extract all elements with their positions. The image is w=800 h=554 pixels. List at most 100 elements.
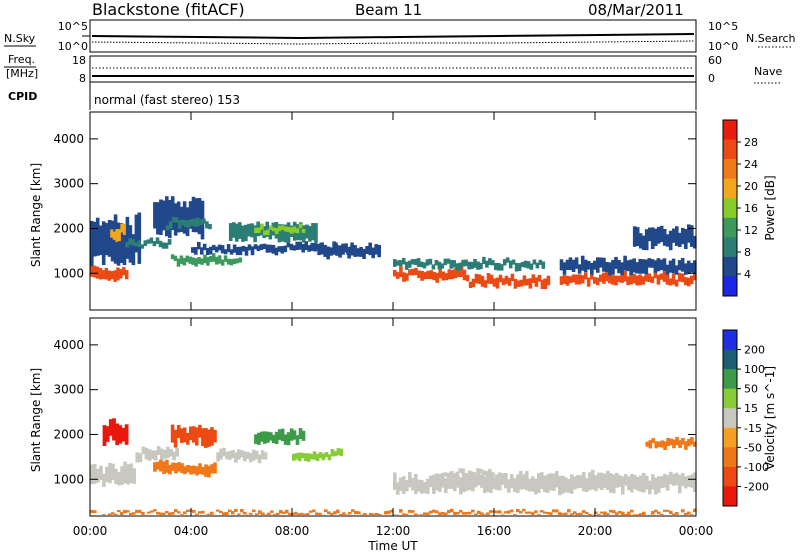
power-band-6-cell [173, 255, 178, 261]
velocity-band-6-cell [280, 428, 285, 442]
power-band-9-cell [283, 226, 288, 232]
velocity-band-11-cell [528, 511, 532, 514]
velocity-band-11-cell [693, 508, 697, 513]
velocity-band-8-cell [672, 474, 676, 486]
power-band-0-cell [101, 270, 106, 280]
velocity-band-8-cell [408, 472, 412, 488]
velocity-band-8-cell [504, 473, 508, 489]
velocity-band-3-cell [173, 429, 178, 448]
power-band-14-cell [562, 274, 567, 284]
velocity-band-11-cell [171, 512, 175, 515]
power-band-15-cell [635, 262, 639, 274]
velocity-band-8-cell [429, 475, 433, 488]
power-band-3-cell [128, 238, 132, 245]
velocity-band-8-cell [630, 474, 634, 493]
velocity-band-11-cell [576, 513, 580, 515]
velocity-band-4-cell [204, 464, 208, 477]
velocity-band-11-cell [354, 511, 358, 515]
velocity-band-11-cell [579, 512, 583, 515]
velocity-band-4-cell [171, 462, 175, 471]
power-band-16-cell [681, 227, 685, 245]
velocity-band-11-cell [525, 511, 529, 514]
velocity-band-11-cell [168, 512, 172, 515]
power-band-11-cell [456, 268, 461, 277]
velocity-band-11-cell [261, 512, 265, 515]
velocity-band-11-cell [687, 511, 691, 515]
power-band-12-cell [431, 264, 436, 270]
velocity-band-11-cell [618, 510, 622, 514]
velocity-band-8-cell [498, 472, 502, 491]
velocity-band-4-cell [198, 463, 202, 474]
velocity-colorbar-cell [723, 349, 737, 370]
velocity-band-7-cell [295, 453, 299, 460]
power-band-12-cell [497, 263, 501, 271]
velocity-band-8-cell [477, 471, 481, 486]
velocity-band-11-cell [489, 510, 493, 513]
power-band-0-cell [92, 265, 97, 278]
power-band-1-cell [93, 221, 97, 257]
velocity-band-1-cell [112, 418, 116, 441]
velocity-band-9-cell [482, 470, 486, 476]
power-band-9-cell [269, 225, 273, 230]
velocity-band-11-cell [666, 509, 670, 512]
velocity-band-11-cell [432, 509, 436, 513]
power-band-3-cell [152, 241, 157, 247]
power-band-11-cell [426, 270, 430, 279]
velocity-band-7-cell [292, 453, 296, 461]
velocity-band-11-cell [273, 513, 277, 515]
velocity-band-11-cell [207, 513, 211, 515]
velocity-band-11-cell [93, 510, 97, 513]
velocity-band-8-cell [636, 476, 640, 491]
power-band-4-cell [159, 199, 163, 235]
power-band-7-cell [197, 241, 201, 250]
power-band-14-cell [668, 278, 673, 286]
velocity-colorbar-tick: 100 [744, 363, 765, 376]
velocity-band-11-cell [540, 510, 544, 513]
power-band-15-cell [683, 263, 688, 275]
velocity-band-9-cell [485, 471, 489, 476]
power-band-5-cell [208, 224, 212, 230]
velocity-band-2-cell [172, 451, 176, 461]
power-band-12-cell [482, 256, 486, 265]
velocity-band-8-cell [516, 474, 520, 493]
power-band-16-cell [678, 232, 682, 247]
velocity-band-8-cell [405, 480, 409, 492]
power-band-9-cell [257, 227, 261, 233]
velocity-band-0-cell [108, 462, 112, 484]
velocity-band-11-cell [120, 512, 124, 515]
power-band-9-cell [274, 228, 279, 235]
power-band-14-cell [614, 275, 618, 286]
velocity-band-1-cell [115, 423, 120, 446]
velocity-band-8-cell [687, 475, 691, 487]
power-band-14-cell [559, 276, 564, 285]
power-band-7-cell [256, 245, 261, 252]
velocity-band-0-cell [111, 463, 115, 481]
power-panel: 1000 2000 3000 4000 Slant Range [km] [29, 111, 697, 311]
velocity-band-11-cell [264, 514, 268, 515]
power-band-15-cell [647, 258, 652, 268]
power-band-6-cell [229, 259, 234, 266]
power-band-11-cell [438, 267, 442, 279]
power-band-5-cell [183, 220, 188, 227]
velocity-band-0-cell [102, 473, 106, 487]
power-band-14-cell [577, 274, 582, 285]
velocity-band-11-cell [198, 511, 202, 514]
power-band-0-cell [110, 271, 114, 280]
noise-left-tick-bottom: 10^0 [58, 40, 88, 53]
power-band-14-cell [635, 275, 639, 286]
x-tick-label: 00:00 [73, 524, 108, 538]
power-colorbar-label: Power [dB] [763, 175, 777, 240]
power-band-15-cell [671, 258, 676, 274]
power-band-10-cell [323, 244, 327, 257]
velocity-band-11-cell [564, 512, 568, 515]
power-band-10-cell [344, 243, 348, 253]
power-band-1-cell [95, 217, 100, 256]
power-band-9-cell [301, 228, 306, 233]
velocity-band-8-cell [399, 477, 403, 491]
power-band-8-cell [280, 224, 285, 242]
velocity-band-4-cell [210, 464, 214, 474]
power-band-8-cell [265, 221, 269, 237]
velocity-band-11-cell [177, 511, 181, 514]
velocity-band-11-cell [258, 510, 262, 514]
velocity-band-8-cell [543, 475, 547, 493]
